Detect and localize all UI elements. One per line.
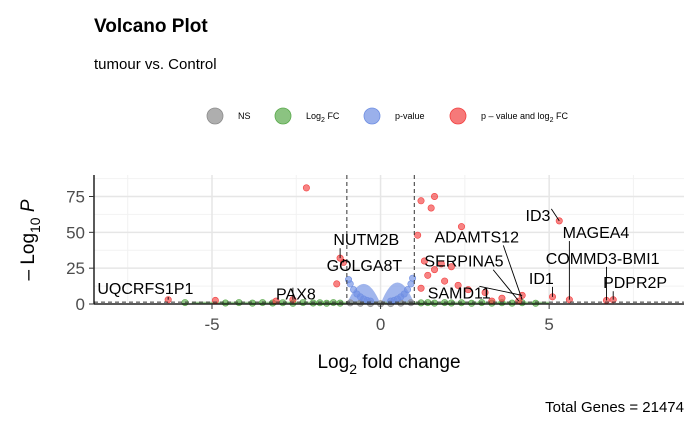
gene-label: NUTM2B — [333, 232, 399, 249]
significant-point — [333, 280, 341, 288]
legend-key — [206, 107, 224, 125]
gene-label: GOLGA8T — [327, 258, 403, 275]
cutoff-lines — [94, 175, 684, 304]
fc-point — [431, 299, 439, 307]
x-tick-label: -5 — [204, 315, 219, 334]
gene-label: ADAMTS12 — [435, 229, 520, 246]
legend-key — [449, 107, 467, 125]
chart-subtitle: tumour vs. Control — [94, 56, 217, 73]
fc-point — [532, 299, 540, 307]
significant-point — [211, 296, 219, 304]
gene-label-connector — [479, 285, 523, 296]
y-tick-label: 75 — [66, 188, 85, 207]
y-tick-label: 25 — [66, 259, 85, 278]
gene-label-connector — [550, 208, 560, 222]
significant-point — [437, 260, 445, 268]
significant-point — [417, 197, 425, 205]
chart-title: Volcano Plot — [94, 16, 208, 37]
legend-label: p – value and log2 FC — [481, 111, 568, 124]
x-axis-label: Log2 fold change — [317, 352, 460, 377]
significant-point — [420, 257, 428, 265]
significant-point — [414, 231, 422, 239]
legend: NS Log2 FC p-value p – value and log2 FC — [206, 107, 568, 125]
chart-caption: Total Genes = 21474 — [545, 399, 684, 416]
significant-point — [431, 193, 439, 201]
significant-point — [447, 263, 455, 271]
legend-item: p – value and log2 FC — [449, 107, 568, 125]
significant-point — [464, 286, 472, 294]
gene-label: MAGEA4 — [563, 225, 630, 242]
fc-point — [508, 299, 516, 307]
pvalue-point — [404, 286, 412, 294]
legend-label: Log2 FC — [306, 111, 340, 124]
fc-point — [221, 299, 229, 307]
fc-point — [323, 299, 331, 307]
legend-label: NS — [238, 111, 251, 121]
x-tick-label: 0 — [376, 315, 385, 334]
gene-label: PAX8 — [276, 287, 316, 304]
y-tick-label: 50 — [66, 223, 85, 242]
y-axis-label: – Log10 P — [18, 199, 43, 280]
gene-label: SERPINA5 — [424, 254, 503, 271]
significant-point — [457, 223, 465, 231]
significant-point — [302, 184, 310, 192]
plot-area: UQCRFS1P1 PAX8 NUTM2B GOLGA8T SAMD11 SERPINA5… — [66, 175, 684, 334]
gene-label: ID1 — [529, 271, 554, 288]
y-tick-label: 0 — [76, 295, 85, 314]
gene-label: SAMD11 — [428, 285, 491, 302]
significant-point — [417, 284, 425, 292]
legend-label: p-value — [395, 111, 425, 121]
gene-label: COMMD3-BMI1 — [546, 251, 660, 268]
fc-point — [248, 299, 256, 307]
pvalue-point — [345, 276, 353, 284]
significant-point — [454, 281, 462, 289]
significant-point — [427, 204, 435, 212]
gene-label-connector — [502, 245, 523, 300]
gene-label: ID3 — [526, 208, 551, 225]
significant-point — [431, 266, 439, 274]
gene-label: PDPR2P — [603, 275, 667, 292]
fc-point — [316, 299, 324, 307]
ns-point — [346, 299, 354, 307]
legend-key — [363, 107, 381, 125]
legend-item: Log2 FC — [274, 107, 340, 125]
y-axis-ticks: 0 25 50 75 — [66, 188, 94, 314]
ns-point — [407, 299, 415, 307]
x-axis-ticks: -5 0 5 — [204, 304, 554, 334]
pvalue-point — [409, 274, 417, 282]
gene-labels: UQCRFS1P1 PAX8 NUTM2B GOLGA8T SAMD11 SERPINA5… — [97, 208, 667, 304]
significant-point — [498, 294, 506, 302]
fc-point — [336, 299, 344, 307]
pvalue-point — [407, 280, 415, 288]
significant-point — [441, 277, 449, 285]
x-tick-label: 5 — [544, 315, 553, 334]
legend-item: NS — [206, 107, 251, 125]
significant-point — [481, 289, 489, 297]
gene-label-connector — [492, 269, 520, 302]
gene-label: UQCRFS1P1 — [97, 281, 193, 298]
fc-point — [417, 299, 425, 307]
significant-point — [424, 271, 432, 279]
legend-item: p-value — [363, 107, 425, 125]
legend-key — [274, 107, 292, 125]
